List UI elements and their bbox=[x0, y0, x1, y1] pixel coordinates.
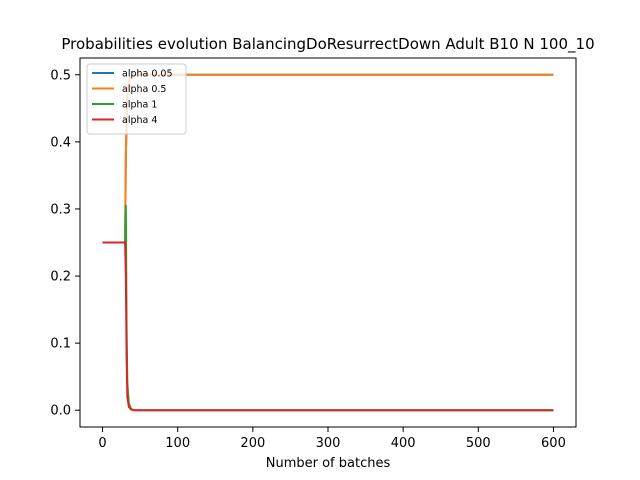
legend-label: alpha 1 bbox=[122, 100, 157, 111]
y-tick-label: 0.3 bbox=[50, 202, 71, 217]
legend-label: alpha 0.05 bbox=[122, 69, 173, 80]
y-tick-label: 0.1 bbox=[50, 337, 71, 352]
x-tick-label: 0 bbox=[98, 436, 106, 451]
series-line-alpha-4 bbox=[102, 241, 554, 412]
y-tick-label: 0.0 bbox=[50, 404, 71, 419]
legend-box bbox=[86, 63, 187, 135]
y-tick-label: 0.2 bbox=[50, 270, 71, 285]
x-tick-label: 400 bbox=[391, 436, 416, 451]
y-tick-label: 0.5 bbox=[50, 68, 71, 83]
chart-title: Probabilities evolution BalancingDoResur… bbox=[61, 35, 594, 54]
plot-area: 0 100 200 300 400 500 600 0.0 0.1 0.2 0.3 0.4 0.5 alp… bbox=[50, 57, 577, 451]
legend-label: alpha 0.5 bbox=[122, 84, 166, 95]
y-tick-label: 0.4 bbox=[50, 135, 71, 150]
x-tick-label: 300 bbox=[316, 436, 341, 451]
x-axis-label: Number of batches bbox=[266, 456, 391, 471]
x-tick-label: 500 bbox=[466, 436, 491, 451]
x-tick-label: 600 bbox=[541, 436, 566, 451]
legend-label: alpha 4 bbox=[122, 115, 157, 126]
x-tick-label: 100 bbox=[165, 436, 190, 451]
x-tick-label: 200 bbox=[240, 436, 265, 451]
